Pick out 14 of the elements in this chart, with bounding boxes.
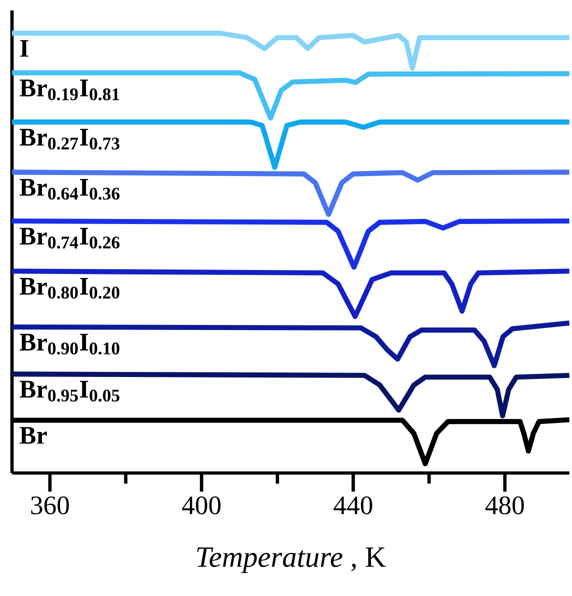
- series-label: I: [20, 40, 28, 57]
- series-label: Br$_{0.90}$I$_{0.10}$: [20, 334, 120, 355]
- x-axis-title: Temperature , K: [197, 548, 386, 573]
- series-label: Br$_{0.19}$I$_{0.81}$: [20, 80, 120, 100]
- series-label: Br$_{0.74}$I$_{0.26}$: [20, 228, 120, 249]
- series-label: Br$_{0.64}$I$_{0.36}$: [20, 179, 120, 200]
- x-tick-label: 480: [485, 496, 524, 514]
- series-label: Br$_{0.27}$I$_{0.73}$: [20, 128, 120, 150]
- x-tick-label: 360: [31, 496, 69, 514]
- series-label: Br: [20, 427, 47, 444]
- series-label: Br$_{0.80}$I$_{0.20}$: [20, 278, 120, 299]
- x-tick-label: 400: [182, 496, 221, 514]
- series-label: Br$_{0.95}$I$_{0.05}$: [20, 380, 120, 402]
- x-tick-label: 440: [334, 496, 372, 514]
